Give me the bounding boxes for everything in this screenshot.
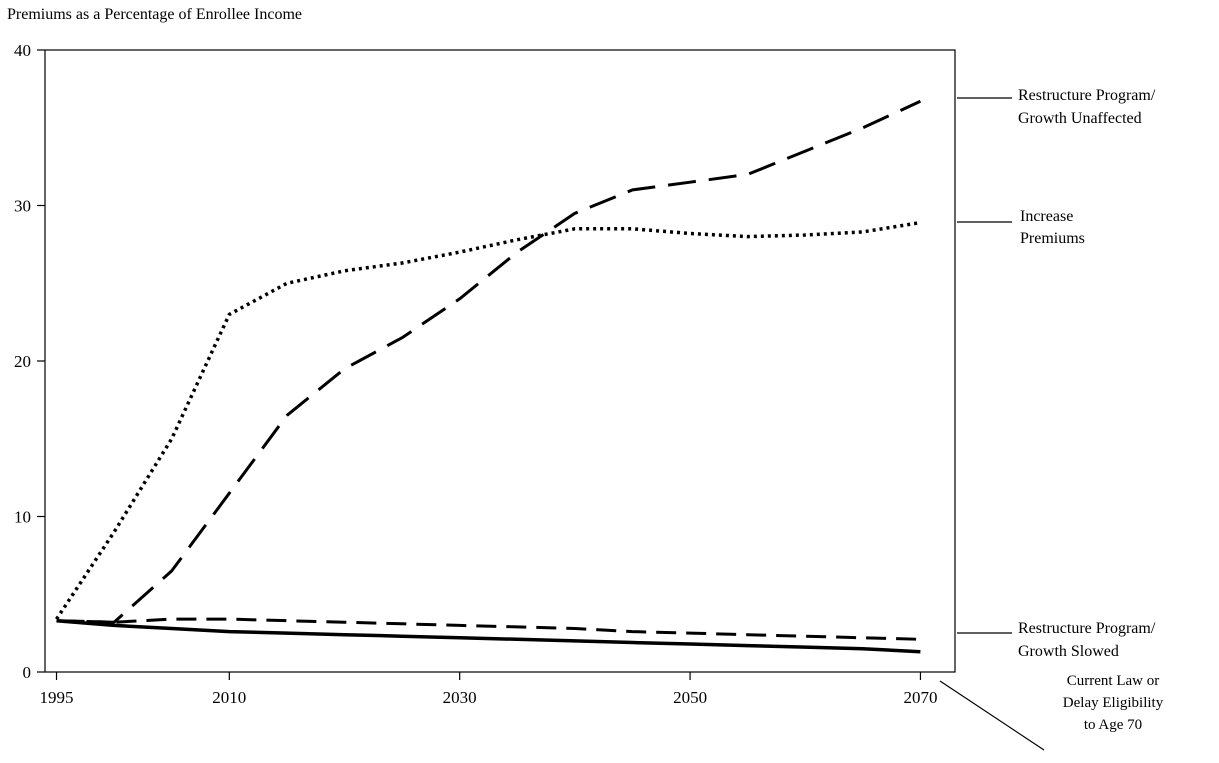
x-tick-label: 2030 bbox=[443, 688, 477, 707]
series-label-text: to Age 70 bbox=[1084, 717, 1142, 733]
series-line-2 bbox=[55, 220, 921, 621]
x-tick-label: 1995 bbox=[40, 688, 74, 707]
x-tick-label: 2070 bbox=[903, 688, 937, 707]
y-tick-label: 20 bbox=[14, 352, 31, 371]
series-label-text: Restructure Program/ bbox=[1018, 87, 1156, 104]
series-label-text: Premiums bbox=[1020, 230, 1085, 247]
y-tick-label: 0 bbox=[23, 663, 32, 682]
series-line-4 bbox=[56, 618, 921, 654]
series-lines bbox=[55, 99, 922, 654]
series-label-text: Current Law or bbox=[1067, 673, 1159, 689]
series-label-text: Restructure Program/ bbox=[1018, 620, 1156, 637]
chart-title: Premiums as a Percentage of Enrollee Inc… bbox=[7, 6, 302, 23]
x-tick-label: 2050 bbox=[673, 688, 707, 707]
series-label-text: Increase bbox=[1020, 208, 1073, 225]
series-label-text: Growth Unaffected bbox=[1018, 110, 1142, 127]
series-label-text: Delay Eligibility bbox=[1063, 695, 1164, 711]
y-tick-label: 40 bbox=[14, 41, 31, 60]
series-label-text: Growth Slowed bbox=[1018, 643, 1119, 660]
series-line-3 bbox=[56, 617, 921, 641]
series-label-leader bbox=[939, 680, 1045, 751]
series-line-1 bbox=[56, 99, 922, 624]
y-tick-label: 30 bbox=[14, 197, 31, 216]
series-labels: Restructure Program/Growth Unaffected Inc… bbox=[939, 87, 1164, 751]
y-tick-label: 10 bbox=[14, 508, 31, 527]
x-tick-label: 2010 bbox=[212, 688, 246, 707]
plot-frame bbox=[44, 49, 956, 673]
